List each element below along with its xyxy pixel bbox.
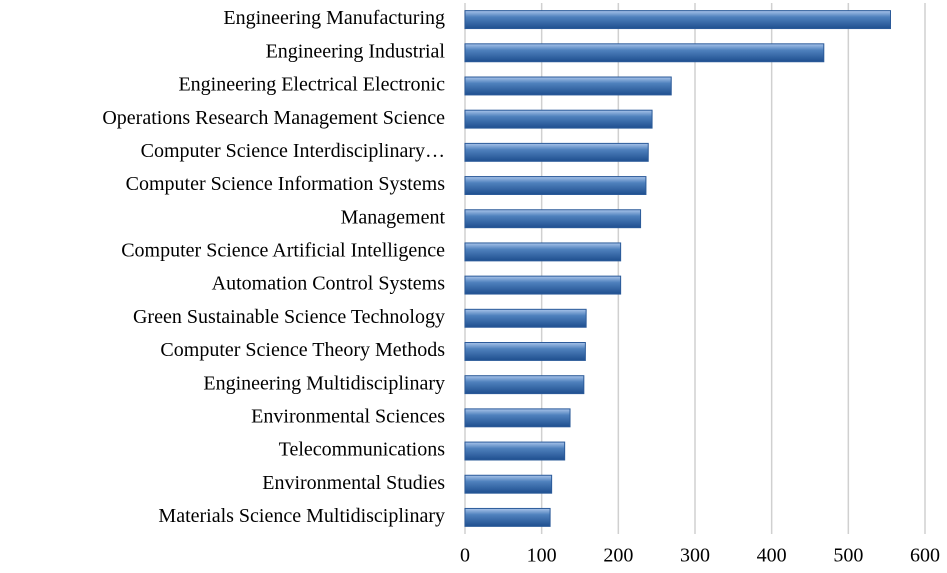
x-tick-label: 200 xyxy=(603,545,633,567)
bar xyxy=(464,176,647,195)
y-tick-label: Engineering Electrical Electronic xyxy=(178,74,445,96)
bar xyxy=(464,441,566,461)
y-tick-label: Engineering Multidisciplinary xyxy=(203,372,445,394)
bar xyxy=(464,242,622,262)
bar xyxy=(464,474,553,494)
bar xyxy=(464,408,571,428)
bar xyxy=(464,275,622,295)
y-tick-label: Engineering Industrial xyxy=(266,40,446,62)
x-tick-label: 600 xyxy=(910,545,940,567)
x-tick-label: 100 xyxy=(527,545,557,567)
bar xyxy=(464,308,587,328)
y-tick-label: Engineering Manufacturing xyxy=(223,7,445,29)
bar xyxy=(464,10,891,30)
x-tick-label: 0 xyxy=(460,545,470,567)
y-tick-label: Environmental Studies xyxy=(262,472,445,494)
x-tick-label: 500 xyxy=(833,545,863,567)
y-tick-label: Computer Science Theory Methods xyxy=(160,339,445,361)
y-tick-label: Materials Science Multidisciplinary xyxy=(158,505,445,527)
bar xyxy=(464,109,653,129)
x-tick-label: 400 xyxy=(757,545,787,567)
x-tick-label: 300 xyxy=(680,545,710,567)
y-tick-label: Operations Research Management Science xyxy=(102,107,445,129)
y-tick-label: Automation Control Systems xyxy=(212,273,446,295)
bar xyxy=(464,375,585,395)
y-tick-label: Environmental Sciences xyxy=(251,405,445,427)
y-tick-label: Computer Science Information Systems xyxy=(126,173,446,195)
bar xyxy=(464,43,825,63)
y-tick-label: Computer Science Interdisciplinary… xyxy=(141,140,445,162)
bar xyxy=(464,209,642,229)
y-tick-label: Computer Science Artificial Intelligence xyxy=(121,240,445,262)
bar xyxy=(464,507,551,527)
bar xyxy=(464,76,672,96)
y-tick-label: Green Sustainable Science Technology xyxy=(133,306,445,328)
bar xyxy=(464,342,586,361)
y-tick-label: Telecommunications xyxy=(279,439,446,461)
y-tick-label: Management xyxy=(341,206,446,228)
bar xyxy=(464,142,649,162)
